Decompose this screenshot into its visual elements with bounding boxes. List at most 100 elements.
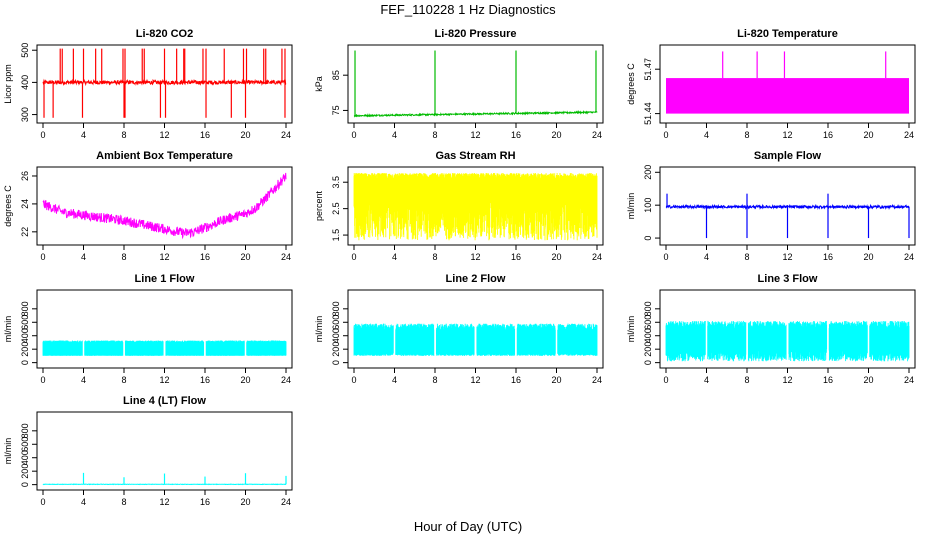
panel-title: Gas Stream RH	[435, 150, 515, 162]
x-tick-label: 8	[121, 252, 126, 262]
series-band	[42, 340, 287, 356]
x-tick-label: 16	[823, 375, 833, 385]
x-tick-label: 20	[240, 375, 250, 385]
y-tick-label: 600	[20, 437, 30, 452]
series-group	[353, 173, 598, 241]
x-tick-label: 24	[904, 130, 914, 140]
x-tick-label: 8	[121, 497, 126, 507]
y-axis-label: Licor ppm	[3, 64, 13, 104]
y-tick-label: 1.5	[331, 229, 341, 242]
y-tick-label: 24	[20, 199, 30, 209]
series-group	[353, 323, 598, 356]
panel-title: Line 2 Flow	[446, 273, 506, 285]
x-tick-label: 24	[592, 252, 602, 262]
y-tick-label: 200	[643, 165, 653, 180]
x-tick-label: 12	[159, 375, 169, 385]
y-tick-label: 0	[20, 360, 30, 365]
y-tick-label: 0	[643, 236, 653, 241]
x-tick-label: 20	[863, 252, 873, 262]
y-tick-label: 200	[20, 342, 30, 357]
x-tick-label: 4	[704, 375, 709, 385]
y-tick-label: 600	[643, 315, 653, 330]
x-tick-label: 16	[823, 252, 833, 262]
series-line	[42, 172, 287, 240]
x-tick-label: 20	[863, 130, 873, 140]
chart-panel-9: Line 3 Flow ml/min 0 4 8 12 16 20 24 0 20040060080…	[626, 273, 916, 385]
figure-xlabel: Hour of Day (UTC)	[414, 519, 522, 534]
series-group	[665, 320, 910, 362]
x-tick-label: 8	[432, 375, 437, 385]
x-tick-label: 20	[240, 252, 250, 262]
x-tick-label: 0	[40, 130, 45, 140]
x-tick-label: 24	[904, 252, 914, 262]
y-tick-label: 0	[20, 482, 30, 487]
y-axis-label: ml/min	[314, 316, 324, 343]
series-group	[42, 48, 287, 118]
y-tick-label: 300	[20, 107, 30, 122]
series-group	[42, 340, 287, 356]
panel-title: Line 3 Flow	[758, 273, 818, 285]
chart-panel-6: Sample Flow ml/min 0 4 8 12 16 20 24 0 100 200	[626, 150, 916, 262]
series-line	[353, 109, 598, 118]
x-tick-label: 16	[200, 375, 210, 385]
x-tick-label: 8	[432, 130, 437, 140]
x-tick-label: 4	[81, 130, 86, 140]
series-band	[665, 320, 910, 362]
y-axis-label: kPa	[314, 76, 324, 92]
x-tick-label: 16	[511, 375, 521, 385]
x-tick-label: 24	[281, 497, 291, 507]
series-group	[666, 51, 909, 114]
x-tick-label: 12	[159, 497, 169, 507]
x-tick-label: 12	[782, 252, 792, 262]
y-tick-label: 200	[331, 342, 341, 357]
x-tick-label: 8	[744, 130, 749, 140]
y-tick-label: 200	[643, 342, 653, 357]
x-tick-label: 16	[200, 130, 210, 140]
x-tick-label: 4	[81, 497, 86, 507]
y-tick-label: 800	[20, 423, 30, 438]
x-tick-label: 0	[40, 252, 45, 262]
x-tick-label: 12	[159, 130, 169, 140]
y-tick-label: 3.5	[331, 176, 341, 189]
x-tick-label: 24	[281, 130, 291, 140]
x-tick-label: 12	[470, 375, 480, 385]
x-tick-label: 20	[240, 130, 250, 140]
x-tick-label: 16	[511, 130, 521, 140]
y-tick-label: 800	[20, 301, 30, 316]
x-tick-label: 4	[392, 375, 397, 385]
y-tick-label: 400	[20, 450, 30, 465]
y-tick-label: 51.44	[643, 102, 653, 125]
y-tick-label: 85	[331, 70, 341, 80]
x-tick-label: 20	[551, 252, 561, 262]
x-tick-label: 24	[281, 375, 291, 385]
y-axis-label: percent	[314, 190, 324, 221]
y-axis-label: degrees C	[3, 185, 13, 227]
panel-title: Li-820 Temperature	[737, 28, 838, 40]
y-axis-label: ml/min	[3, 316, 13, 343]
y-tick-label: 400	[643, 328, 653, 343]
x-tick-label: 0	[663, 130, 668, 140]
x-tick-label: 16	[200, 497, 210, 507]
x-tick-label: 0	[351, 252, 356, 262]
x-tick-label: 4	[392, 252, 397, 262]
x-tick-label: 24	[592, 130, 602, 140]
x-tick-label: 4	[392, 130, 397, 140]
x-tick-label: 0	[663, 375, 668, 385]
y-axis-label: ml/min	[626, 193, 636, 220]
y-tick-label: 0	[643, 360, 653, 365]
x-tick-label: 8	[744, 252, 749, 262]
panel-title: Line 4 (LT) Flow	[123, 395, 206, 407]
chart-panel-1: Li-820 CO2 Licor ppm 0 4 8 12 16 20 24 300 400 500	[3, 28, 293, 140]
y-tick-label: 600	[331, 315, 341, 330]
plot-frame	[36, 289, 293, 369]
panel-title: Sample Flow	[754, 150, 822, 162]
x-tick-label: 20	[551, 375, 561, 385]
figure-title: FEF_110228 1 Hz Diagnostics	[380, 2, 556, 17]
x-tick-label: 8	[121, 130, 126, 140]
y-tick-label: 100	[643, 198, 653, 213]
x-tick-label: 4	[704, 130, 709, 140]
y-tick-label: 800	[643, 301, 653, 316]
x-tick-label: 12	[782, 375, 792, 385]
